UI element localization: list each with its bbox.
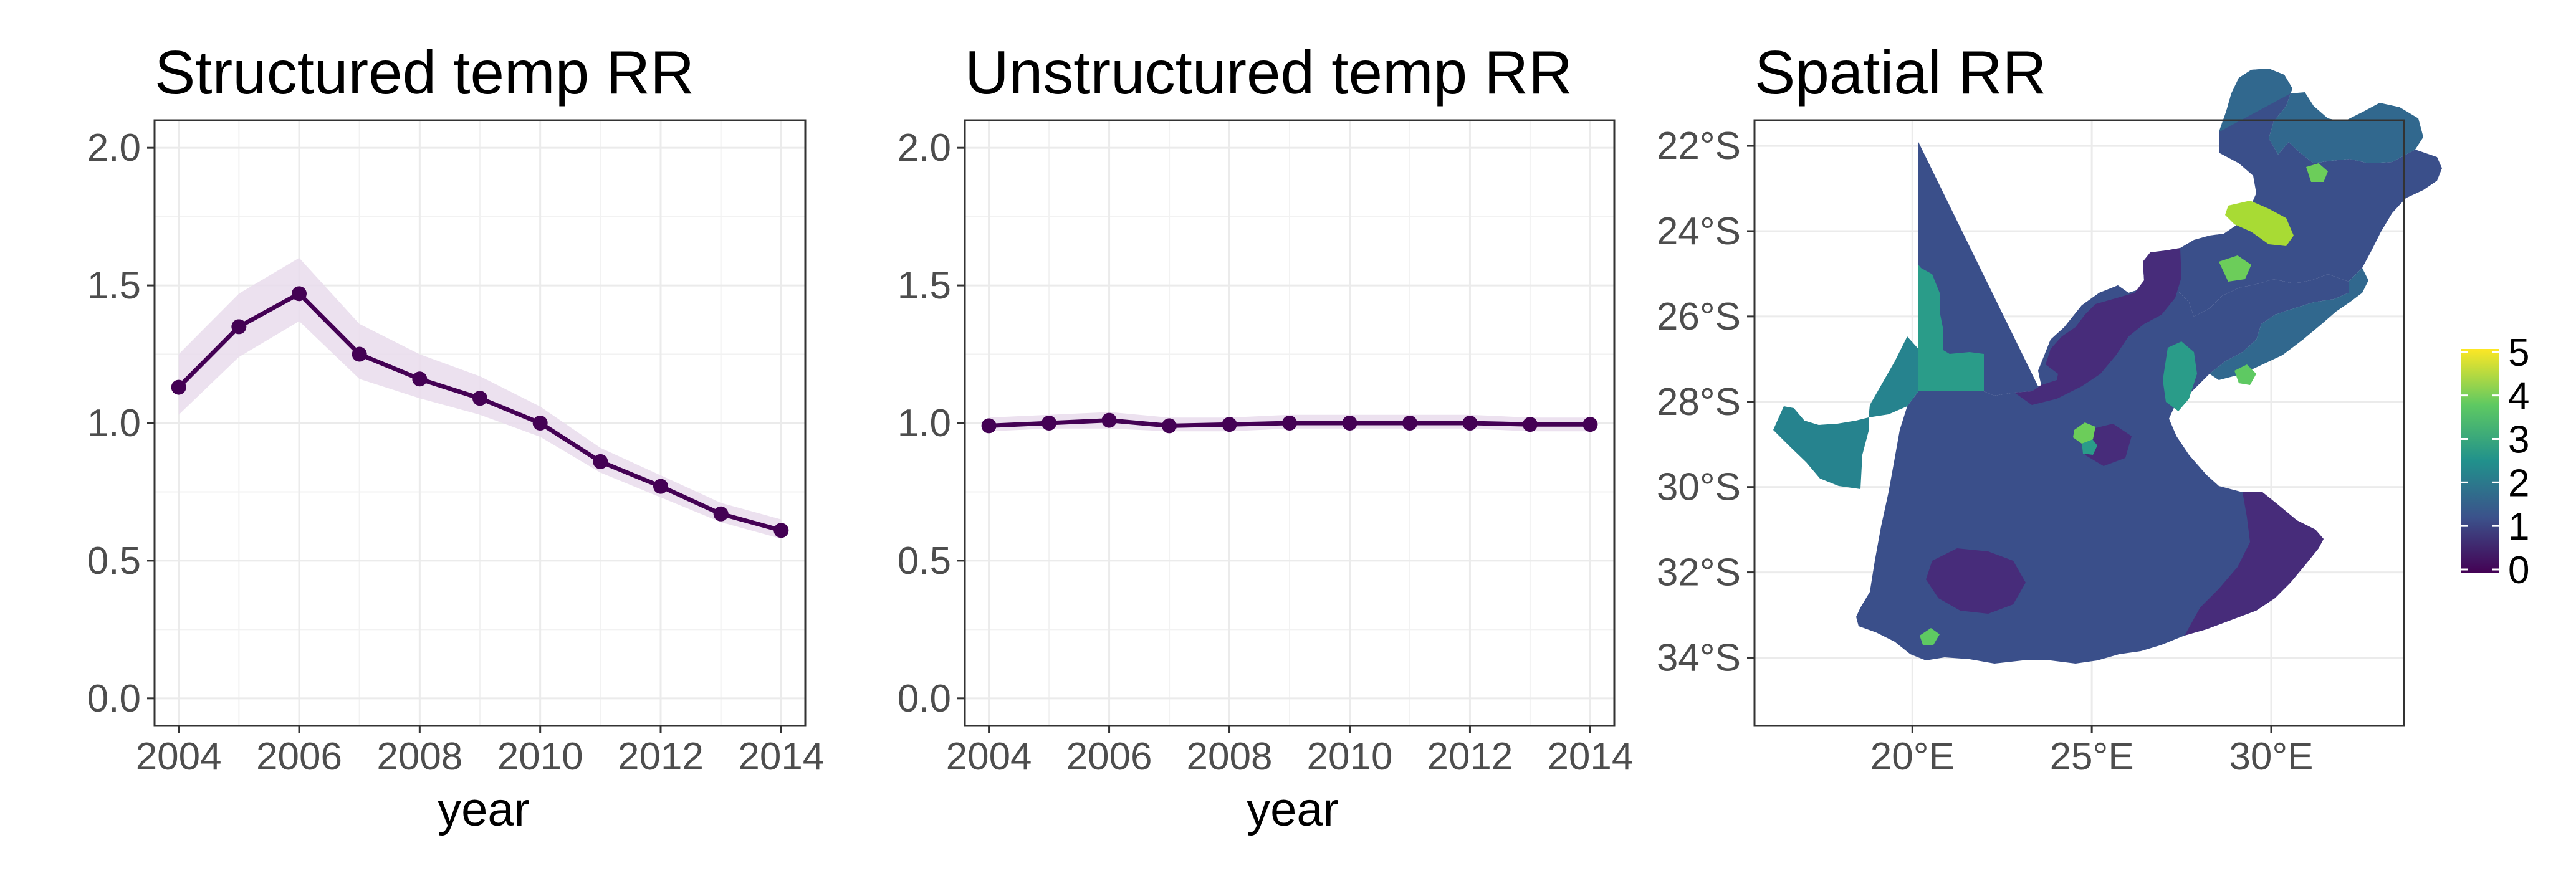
data-point bbox=[292, 286, 307, 302]
y-tick-label: 2.0 bbox=[898, 126, 951, 169]
data-point bbox=[472, 391, 487, 406]
x-tick-label: 2014 bbox=[1547, 735, 1633, 778]
data-point bbox=[653, 479, 668, 494]
x-tick-label: 2006 bbox=[256, 735, 342, 778]
map-region-green bbox=[2073, 422, 2095, 444]
data-point bbox=[171, 379, 186, 395]
y-tick-label: 32°S bbox=[1657, 551, 1741, 594]
legend-tick-label: 2 bbox=[2508, 462, 2529, 505]
data-point bbox=[231, 319, 247, 335]
legend-tick-label: 1 bbox=[2508, 505, 2529, 548]
data-point bbox=[1402, 416, 1417, 431]
map-region-teal bbox=[1869, 336, 1918, 417]
map-region-greenteal bbox=[1918, 265, 1984, 391]
x-tick-label: 2004 bbox=[136, 735, 222, 778]
panel-title: Spatial RR bbox=[1755, 38, 2046, 107]
x-tick-label: 2008 bbox=[376, 735, 462, 778]
x-tick-label: 2014 bbox=[738, 735, 824, 778]
panel-title: Unstructured temp RR bbox=[965, 38, 1573, 107]
y-tick-label: 2.0 bbox=[87, 126, 141, 169]
y-tick-label: 34°S bbox=[1657, 636, 1741, 679]
map-region-green bbox=[1920, 628, 1940, 645]
map-region-green bbox=[2234, 364, 2256, 385]
map-region-hotspot bbox=[2306, 163, 2328, 182]
panel-title: Structured temp RR bbox=[155, 38, 694, 107]
panel-border bbox=[1753, 119, 2405, 727]
x-tick-label: 2004 bbox=[946, 735, 1032, 778]
y-tick-label: 1.0 bbox=[898, 402, 951, 445]
legend-tick-label: 3 bbox=[2508, 418, 2529, 461]
legend-tick-label: 4 bbox=[2508, 375, 2529, 418]
legend-tick-label: 0 bbox=[2508, 549, 2529, 592]
map-region-teal bbox=[1773, 406, 1869, 489]
map-region-dark bbox=[2085, 424, 2132, 466]
map-region-dark bbox=[1926, 548, 2026, 614]
y-tick-label: 0.0 bbox=[87, 677, 141, 720]
data-point bbox=[1101, 412, 1117, 428]
data-point bbox=[981, 418, 997, 434]
data-point bbox=[1162, 418, 1177, 434]
y-tick-label: 28°S bbox=[1657, 381, 1741, 424]
data-point bbox=[1041, 416, 1057, 431]
data-point bbox=[1222, 417, 1237, 432]
x-tick-label: 2006 bbox=[1066, 735, 1152, 778]
x-tick-label: 30°E bbox=[2229, 735, 2313, 778]
x-tick-label: 2012 bbox=[618, 735, 704, 778]
panel-border bbox=[153, 119, 807, 727]
data-point bbox=[593, 454, 608, 469]
map-region-dark bbox=[2014, 248, 2181, 405]
data-point bbox=[352, 346, 367, 362]
y-tick-label: 1.5 bbox=[898, 264, 951, 307]
x-axis-label: year bbox=[438, 783, 530, 836]
x-axis-label: year bbox=[1247, 783, 1339, 836]
x-tick-label: 2008 bbox=[1187, 735, 1273, 778]
panel-spatial-map: Spatial RR bbox=[1657, 38, 2530, 778]
legend-tick-label: 5 bbox=[2508, 331, 2529, 374]
y-tick-label: 24°S bbox=[1657, 210, 1741, 253]
data-point bbox=[773, 523, 789, 538]
panel-unstructured-temp: Unstructured temp RR 2004 2006 2008 2010 201… bbox=[898, 38, 1634, 836]
x-tick-label: 2010 bbox=[1307, 735, 1393, 778]
y-tick-label: 0.5 bbox=[898, 540, 951, 583]
y-tick-label: 1.0 bbox=[87, 402, 141, 445]
data-point bbox=[532, 416, 548, 431]
map-region-north bbox=[2210, 268, 2368, 380]
x-tick-label: 25°E bbox=[2050, 735, 2134, 778]
y-tick-label: 26°S bbox=[1657, 295, 1741, 338]
data-point bbox=[412, 371, 428, 387]
y-tick-label: 0.0 bbox=[898, 677, 951, 720]
x-tick-label: 2010 bbox=[497, 735, 583, 778]
panel-structured-temp: Structured temp RR 2004 2006 2008 2010 2012 2… bbox=[87, 38, 825, 836]
data-point bbox=[1342, 416, 1357, 431]
x-tick-label: 20°E bbox=[1870, 735, 1955, 778]
y-tick-label: 30°S bbox=[1657, 466, 1741, 509]
data-point bbox=[1462, 416, 1478, 431]
panel-border bbox=[964, 119, 1616, 727]
map-region-green bbox=[2219, 255, 2251, 282]
y-tick-label: 1.5 bbox=[87, 264, 141, 307]
y-tick-label: 0.5 bbox=[87, 540, 141, 583]
map-region-greenteal bbox=[2163, 341, 2197, 411]
map-region-hotspot bbox=[2225, 201, 2294, 246]
map-region-north bbox=[2219, 69, 2423, 163]
map-region-dark bbox=[2185, 492, 2324, 636]
data-point bbox=[713, 506, 729, 522]
south-africa-map bbox=[1773, 69, 2442, 664]
data-point bbox=[1522, 417, 1538, 432]
data-point bbox=[1582, 417, 1598, 432]
x-tick-label: 2012 bbox=[1427, 735, 1513, 778]
y-tick-label: 22°S bbox=[1657, 125, 1741, 168]
data-point bbox=[1282, 416, 1297, 431]
color-legend-bar bbox=[2461, 349, 2499, 573]
